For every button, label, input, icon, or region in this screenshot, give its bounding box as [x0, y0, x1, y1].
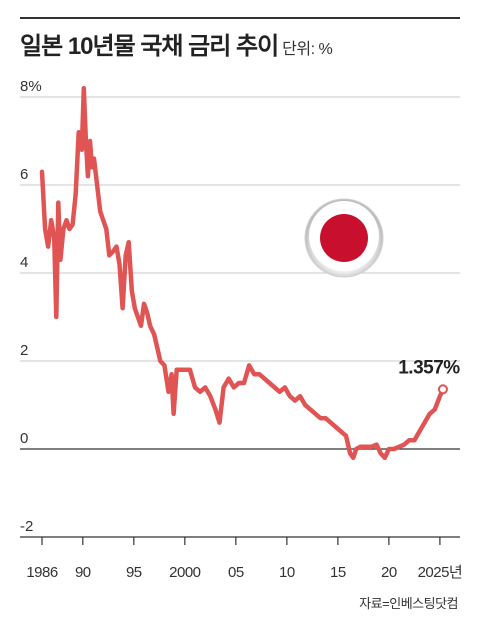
- last-point-marker: [437, 384, 448, 395]
- chart-title: 일본 10년물 국채 금리 추이: [20, 33, 279, 60]
- y-tick-label: 4: [20, 254, 28, 271]
- x-tick-label: 2025년: [418, 564, 463, 581]
- x-tick-label: 2000: [169, 564, 201, 581]
- x-tick-labels: 1986 90 95 2000 05 10 15 20 2025년: [26, 537, 463, 581]
- x-tick-label: 1986: [26, 564, 58, 581]
- x-tick-label: 10: [279, 564, 295, 581]
- y-tick-label: 6: [20, 166, 28, 183]
- x-tick-label: 90: [75, 564, 91, 581]
- unit-label: 단위: %: [282, 41, 333, 58]
- y-tick-label: 0: [20, 430, 28, 447]
- top-rule: [20, 17, 460, 19]
- x-tick-label: 95: [126, 564, 142, 581]
- x-tick-label: 20: [381, 564, 397, 581]
- last-value-label: 1.357%: [398, 357, 460, 378]
- y-tick-labels: 8% 6 4 2 0 -2: [20, 78, 42, 535]
- y-tick-label: 2: [20, 342, 28, 359]
- y-tick-label: -2: [20, 518, 33, 535]
- source-note: 자료=인베스팅닷컴: [359, 596, 458, 611]
- series-line: [39, 85, 446, 461]
- x-tick-label: 15: [330, 564, 346, 581]
- title-row: 일본 10년물 국채 금리 추이 단위: %: [20, 26, 333, 61]
- y-tick-label: 8%: [20, 78, 42, 95]
- x-tick-label: 05: [228, 564, 244, 581]
- japan-flag-icon: [304, 198, 384, 278]
